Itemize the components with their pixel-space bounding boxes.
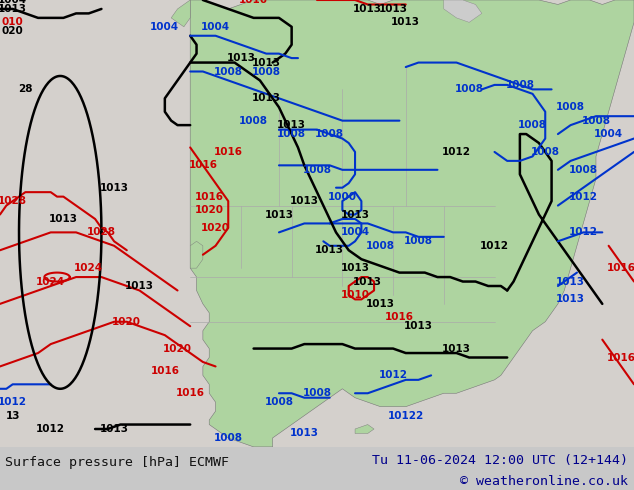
Text: 1000: 1000: [328, 192, 357, 201]
Text: 1028: 1028: [0, 196, 27, 206]
Text: 1013: 1013: [290, 428, 319, 439]
Text: 1013: 1013: [290, 196, 319, 206]
Text: 1028: 1028: [87, 227, 116, 237]
Text: 1008: 1008: [531, 147, 560, 157]
Text: 1013: 1013: [556, 294, 585, 304]
Text: 010: 010: [2, 17, 23, 27]
Text: 1016: 1016: [195, 192, 224, 201]
Text: Surface pressure [hPa] ECMWF: Surface pressure [hPa] ECMWF: [5, 456, 229, 469]
Text: 1004: 1004: [594, 129, 623, 139]
Text: 1020: 1020: [112, 317, 141, 327]
Text: 1020: 1020: [163, 343, 192, 354]
Text: 1013: 1013: [252, 57, 281, 68]
Text: 1008: 1008: [455, 84, 484, 95]
Text: 1013: 1013: [264, 210, 294, 220]
Polygon shape: [190, 0, 634, 447]
Text: 1012: 1012: [442, 147, 471, 157]
Polygon shape: [171, 0, 190, 27]
Text: 1016: 1016: [607, 352, 634, 363]
Text: 1013: 1013: [100, 183, 129, 193]
Text: 1008: 1008: [302, 165, 332, 175]
Text: 1013: 1013: [49, 214, 78, 224]
Text: 1012: 1012: [480, 241, 509, 251]
Text: 1008: 1008: [569, 165, 598, 175]
Text: 1008: 1008: [404, 236, 433, 246]
Text: 1013: 1013: [556, 276, 585, 287]
Text: 1013: 1013: [391, 17, 420, 27]
Text: 1016: 1016: [607, 263, 634, 273]
Text: 1008: 1008: [366, 241, 395, 251]
Text: 1008: 1008: [581, 116, 611, 125]
Text: 1008: 1008: [505, 80, 534, 90]
Text: 13: 13: [6, 411, 20, 420]
Text: 10122: 10122: [387, 411, 424, 420]
Text: 1008: 1008: [556, 102, 585, 112]
Text: 1024: 1024: [74, 263, 103, 273]
Text: 1008: 1008: [252, 67, 281, 76]
Text: 1008: 1008: [264, 397, 294, 407]
Text: 1013: 1013: [353, 4, 382, 14]
Text: 1008: 1008: [277, 129, 306, 139]
Polygon shape: [190, 241, 203, 268]
Text: 1013: 1013: [100, 424, 129, 434]
Text: 1013: 1013: [226, 53, 256, 63]
Text: 1013: 1013: [340, 210, 370, 220]
Text: 1013: 1013: [0, 4, 27, 14]
Text: 1010: 1010: [340, 290, 370, 300]
Text: 1013: 1013: [404, 321, 433, 331]
Text: 1012: 1012: [36, 424, 65, 434]
Text: 1013: 1013: [378, 4, 408, 14]
Text: 1012: 1012: [569, 192, 598, 201]
Text: 1013: 1013: [125, 281, 154, 291]
Text: 1004: 1004: [150, 22, 179, 32]
Text: 1008: 1008: [302, 388, 332, 398]
Text: 28: 28: [18, 84, 32, 95]
Text: 1013: 1013: [353, 276, 382, 287]
Text: 1016: 1016: [385, 312, 414, 322]
Text: 1016: 1016: [239, 0, 268, 5]
Text: 1008: 1008: [518, 120, 547, 130]
Text: 1013: 1013: [366, 299, 395, 309]
Text: 1013: 1013: [315, 245, 344, 255]
Text: 1013: 1013: [277, 120, 306, 130]
Text: 1013: 1013: [340, 263, 370, 273]
Text: 1012: 1012: [569, 227, 598, 237]
Text: 1013: 1013: [442, 343, 471, 354]
Text: 1024: 1024: [36, 276, 65, 287]
Text: 1008: 1008: [214, 433, 243, 443]
Text: 1008: 1008: [214, 67, 243, 76]
Text: 1004: 1004: [0, 0, 27, 5]
Text: 1016: 1016: [150, 366, 179, 376]
Text: 1004: 1004: [340, 227, 370, 237]
Text: 1004: 1004: [201, 22, 230, 32]
Text: 1016: 1016: [176, 388, 205, 398]
Polygon shape: [444, 0, 482, 23]
Text: 1020: 1020: [195, 205, 224, 215]
Text: 1013: 1013: [252, 93, 281, 103]
Text: 1016: 1016: [188, 160, 217, 171]
Text: 1020: 1020: [201, 223, 230, 233]
Text: 1012: 1012: [378, 370, 408, 380]
Text: 1008: 1008: [315, 129, 344, 139]
Text: 020: 020: [2, 26, 23, 36]
Text: Tu 11-06-2024 12:00 UTC (12+144): Tu 11-06-2024 12:00 UTC (12+144): [372, 454, 628, 466]
Text: 1016: 1016: [214, 147, 243, 157]
Text: 1012: 1012: [0, 397, 27, 407]
Text: 1008: 1008: [239, 116, 268, 125]
Text: © weatheronline.co.uk: © weatheronline.co.uk: [460, 475, 628, 488]
Polygon shape: [355, 424, 374, 434]
